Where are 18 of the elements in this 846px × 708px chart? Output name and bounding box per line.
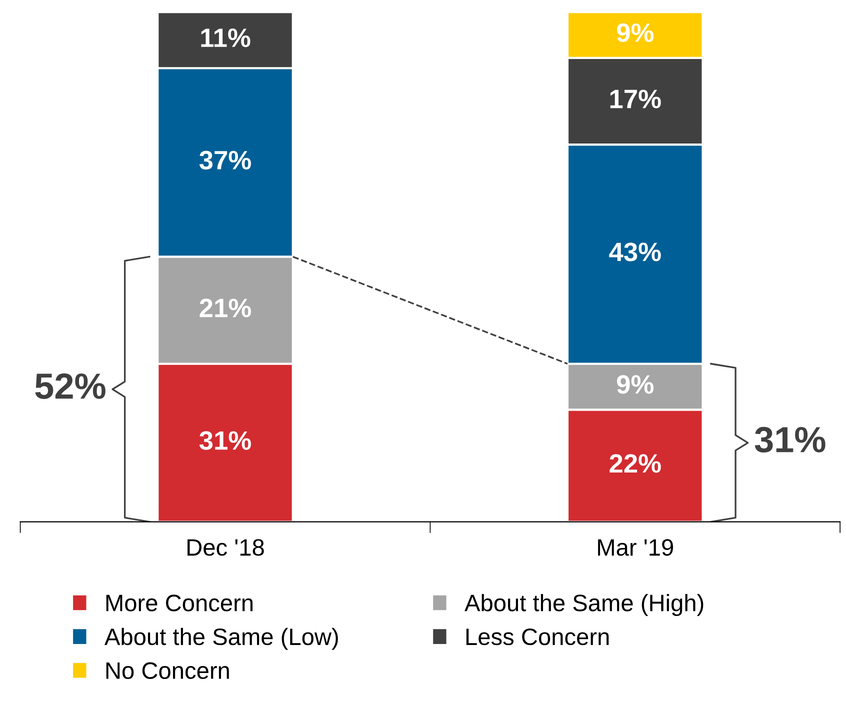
annotation: 52% [35, 373, 106, 399]
legend-label: No Concern [106, 662, 229, 679]
legend-label: About the Same (High) [464, 594, 704, 616]
data-label: 22% [610, 454, 661, 473]
data-label: 21% [200, 298, 251, 318]
data-label: 17% [610, 90, 661, 108]
data-label: 43% [609, 242, 661, 262]
legend-label: Less Concern [466, 628, 609, 646]
data-label: 9% [616, 375, 654, 394]
data-label: 9% [616, 23, 654, 42]
data-label: 11% [201, 28, 250, 48]
x-tick-label: Dec '18 [188, 539, 264, 556]
legend-label: About the Same (Low) [104, 628, 338, 650]
x-tick-label: Mar '19 [598, 539, 674, 556]
data-label: 37% [199, 150, 251, 170]
annotation: 31% [754, 426, 826, 453]
legend-label: More Concern [106, 594, 253, 612]
data-label: 31% [199, 431, 251, 450]
